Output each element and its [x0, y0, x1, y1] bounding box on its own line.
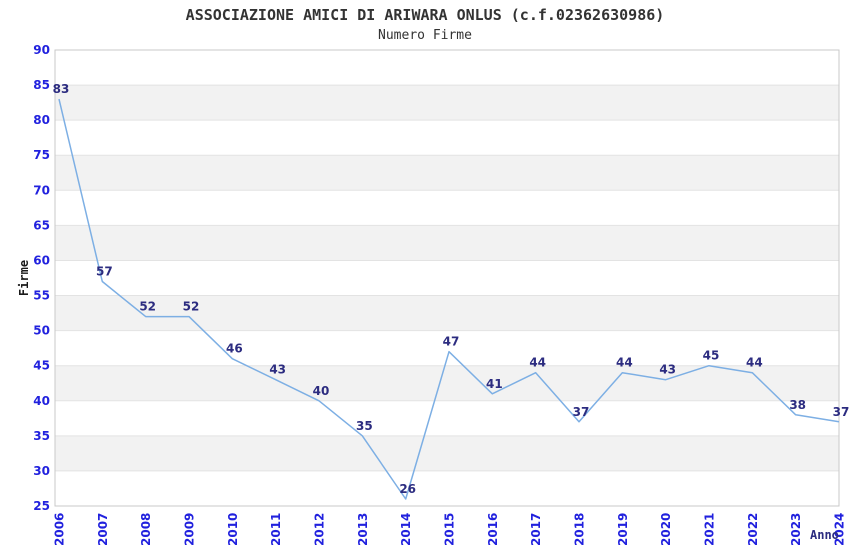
y-tick-label: 35: [33, 429, 50, 443]
data-point-label: 41: [486, 377, 503, 391]
x-tick-label: 2009: [183, 513, 197, 546]
data-point-label: 44: [746, 356, 763, 370]
data-point-label: 46: [226, 342, 243, 356]
data-point-label: 52: [139, 300, 156, 314]
x-tick-label: 2010: [226, 513, 240, 546]
x-tick-label: 2023: [789, 513, 803, 546]
data-point-label: 83: [53, 82, 70, 96]
data-point-label: 26: [399, 482, 416, 496]
x-tick-label: 2017: [529, 513, 543, 546]
data-point-label: 37: [573, 405, 590, 419]
data-line: [58, 98, 840, 500]
y-tick-label: 75: [33, 148, 50, 162]
chart-title: ASSOCIAZIONE AMICI DI ARIWARA ONLUS (c.f…: [185, 6, 665, 24]
x-tick-label: 2018: [573, 513, 587, 546]
y-axis-title: Firme: [17, 260, 31, 296]
alt-band: [55, 435, 839, 471]
data-point-label: 45: [703, 349, 720, 363]
data-point-label: 37: [833, 405, 850, 419]
y-tick-label: 90: [33, 43, 50, 57]
x-tick-label: 2011: [269, 513, 283, 546]
data-point-label: 44: [616, 356, 633, 370]
x-tick-label: 2019: [616, 513, 630, 546]
y-tick-label: 30: [33, 464, 50, 478]
data-point-label: 40: [313, 384, 330, 398]
x-tick-label: 2013: [356, 513, 370, 546]
y-tick-label: 40: [33, 394, 50, 408]
data-point-label: 47: [443, 335, 460, 349]
data-point-label: 43: [269, 363, 286, 377]
data-point-label: 52: [183, 300, 200, 314]
x-tick-label: 2006: [53, 513, 67, 546]
y-tick-label: 60: [33, 253, 50, 267]
x-tick-label: 2022: [746, 513, 760, 546]
data-point-label: 43: [659, 363, 676, 377]
y-tick-label: 70: [33, 183, 50, 197]
chart-subtitle: Numero Firme: [378, 28, 472, 43]
y-tick-label: 55: [33, 289, 50, 303]
x-tick-label: 2020: [659, 513, 673, 546]
x-tick-label: 2015: [443, 513, 457, 546]
alt-band: [55, 365, 839, 401]
x-tick-label: 2007: [96, 513, 110, 546]
x-tick-label: 2012: [313, 513, 327, 546]
y-tick-label: 80: [33, 113, 50, 127]
x-tick-label: 2021: [703, 513, 717, 546]
data-point-label: 57: [96, 265, 113, 279]
y-tick-label: 45: [33, 359, 50, 373]
y-tick-label: 85: [33, 78, 50, 92]
data-point-label: 38: [789, 398, 806, 412]
x-tick-label: 2008: [139, 513, 153, 546]
alt-band: [55, 295, 839, 331]
plot-border: [54, 49, 840, 507]
x-tick-label: 2014: [399, 513, 413, 546]
data-point-label: 44: [529, 356, 546, 370]
y-tick-label: 50: [33, 324, 50, 338]
alt-band: [55, 225, 839, 261]
y-tick-label: 65: [33, 218, 50, 232]
data-point-label: 35: [356, 419, 373, 433]
x-tick-label: 2024: [833, 513, 847, 546]
alt-band: [55, 85, 839, 121]
alt-band: [55, 155, 839, 191]
x-axis-title: Anno: [810, 528, 839, 542]
x-tick-label: 2016: [486, 513, 500, 546]
y-tick-label: 25: [33, 499, 50, 513]
